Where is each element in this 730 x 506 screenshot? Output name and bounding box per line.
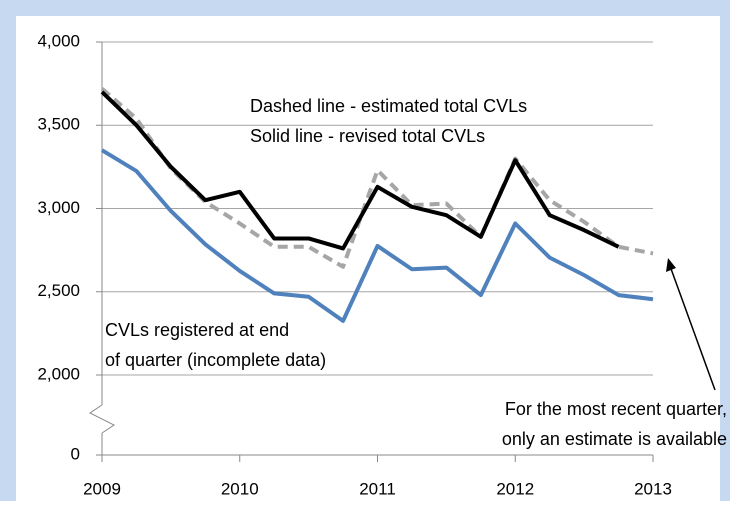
y-tick-label: 2,500 xyxy=(37,281,80,300)
plot-background xyxy=(16,16,720,501)
y-tick-label: 0 xyxy=(71,444,80,463)
annotation: CVLs registered at end xyxy=(105,320,289,340)
arrow-head xyxy=(666,258,676,272)
x-tick-label: 2012 xyxy=(496,479,534,498)
x-tick-label: 2010 xyxy=(221,479,259,498)
annotation: Dashed line - estimated total CVLs xyxy=(250,96,527,116)
y-tick-label: 3,000 xyxy=(37,198,80,217)
series-line xyxy=(100,90,620,251)
y-tick-label: 2,000 xyxy=(37,364,80,383)
x-tick-label: 2011 xyxy=(359,479,396,498)
series-line xyxy=(100,87,654,269)
x-tick-label: 2013 xyxy=(634,479,672,498)
x-tick-label: 2009 xyxy=(83,479,121,498)
axis-break xyxy=(89,404,115,434)
arrow xyxy=(669,265,716,391)
annotation: of quarter (incomplete data) xyxy=(105,350,326,370)
series-line xyxy=(100,148,654,323)
annotation: Solid line - revised total CVLs xyxy=(250,126,485,146)
annotation: For the most recent quarter, xyxy=(505,399,727,419)
y-tick-label: 4,000 xyxy=(37,31,80,50)
annotation: only an estimate is available xyxy=(502,429,727,449)
y-tick-label: 3,500 xyxy=(37,115,80,134)
